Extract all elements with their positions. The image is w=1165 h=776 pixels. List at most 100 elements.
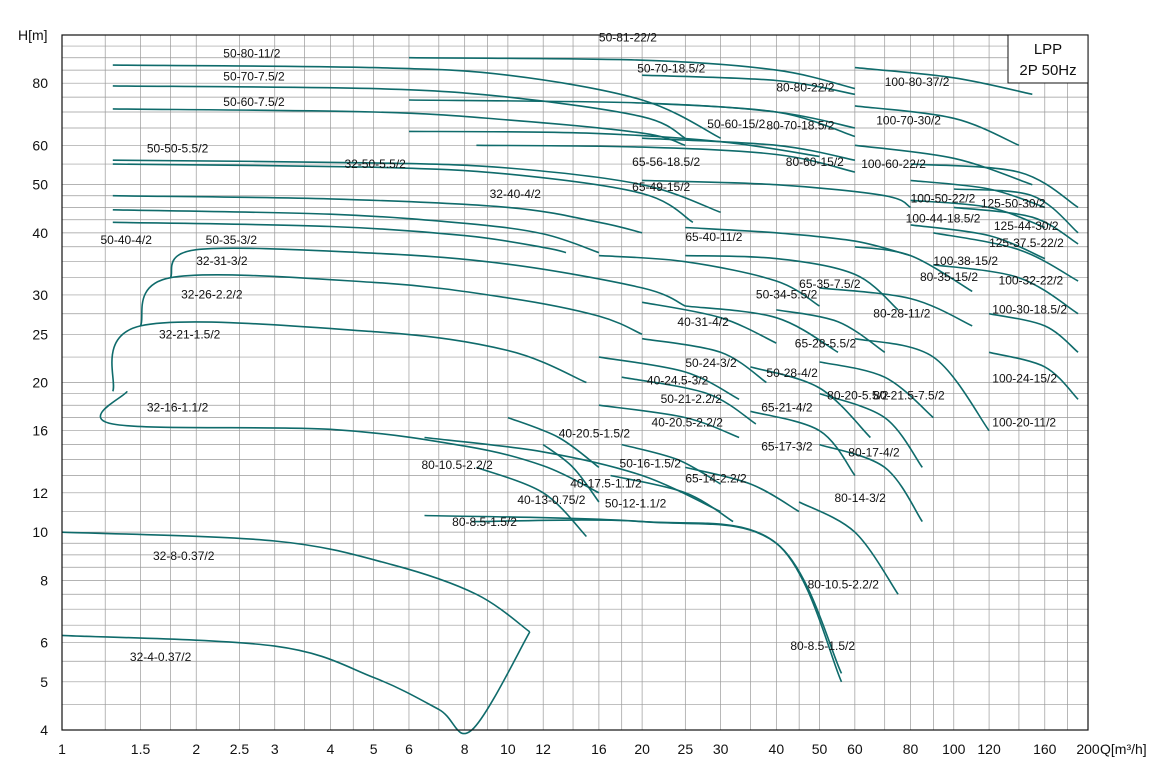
curve-label: 80-14-3/2	[834, 491, 886, 505]
curve-65-40-11-2	[685, 226, 911, 257]
curve-80-60-15-2	[642, 137, 856, 161]
curve-label: 65-56-18.5/2	[632, 155, 700, 169]
curve-label: 125-37.5-22/2	[989, 236, 1064, 250]
curve-label: 50-21-2.2/2	[661, 392, 723, 406]
curve-label: 80-8.5-1.5/2	[790, 639, 855, 653]
curve-50-21-2-2-2	[621, 376, 757, 425]
legend-line-1: LPP	[1034, 41, 1062, 58]
curve-label: 32-21-1.5/2	[159, 328, 221, 342]
curve-label: 80-10.5-2.2/2	[808, 578, 880, 592]
curve-100-24-15-2	[988, 312, 1079, 353]
curve-label: 100-80-37/2	[885, 75, 950, 89]
x-tick-label: 8	[461, 741, 469, 757]
curve-50-12-1-1-2	[610, 474, 734, 523]
y-tick-label: 12	[32, 485, 48, 501]
curve-40-13-0-75-2	[476, 466, 587, 538]
axis-ticks: 1 1.5 2 2.5 3 4 5 6 8 10 12 16 20 25 30 40 50 60 80 100 120 1…	[32, 75, 1099, 757]
grid	[61, 34, 1089, 731]
curve-125-44-30-2	[953, 188, 1079, 234]
curve-100-60-22-2	[854, 144, 1033, 186]
x-tick-label: 20	[634, 741, 650, 757]
curve-label: 50-60-7.5/2	[223, 95, 285, 109]
curve-50-70-7-5-2	[112, 85, 686, 139]
curve-label: 100-70-30/2	[876, 114, 941, 128]
y-tick-label: 80	[32, 75, 48, 91]
curve-label: 100-24-15/2	[992, 372, 1057, 386]
x-tick-label: 25	[678, 741, 694, 757]
curve-label: 125-50-30/2	[981, 196, 1046, 210]
curve-65-21-4-2	[750, 366, 871, 439]
x-tick-label: 4	[327, 741, 335, 757]
x-tick-label: 2	[192, 741, 200, 757]
curve-125-50-30-2	[910, 163, 1079, 209]
curve-label: 80-21.5-7.5/2	[873, 388, 945, 402]
curve-label: 80-20-5.5/2	[827, 388, 889, 402]
curve-80-80-22-2	[642, 74, 856, 96]
curve-label: 50-50-5.5/2	[147, 142, 209, 156]
curve-label: 50-40-4/2	[101, 233, 153, 247]
curve-80-70-18-5-2	[642, 102, 856, 138]
y-tick-label: 16	[32, 423, 48, 439]
curve-label: 40-13-0.75/2	[517, 493, 585, 507]
curve-32-4-0-37-2	[61, 631, 531, 735]
curve-32-26-2-2-2	[139, 274, 643, 336]
x-tick-label: 100	[942, 741, 966, 757]
x-tick-label: 1.5	[131, 741, 151, 757]
x-axis-label: Q[m³/h]	[1100, 741, 1147, 757]
x-tick-label: 80	[903, 741, 919, 757]
curve-50-80-11-2	[112, 64, 721, 139]
curve-label: 40-17.5-1.1/2	[570, 476, 642, 490]
curve-50-50-5-5-2	[112, 159, 721, 214]
curve-label: 65-35-7.5/2	[799, 277, 861, 291]
curve-80-35-15-2	[854, 246, 973, 293]
curve-100-20-11-2	[988, 351, 1079, 400]
curve-label: 100-44-18.5/2	[906, 211, 981, 225]
y-tick-label: 50	[32, 177, 48, 193]
curve-65-56-18-5-2	[476, 144, 856, 173]
curve-label: 80-80-22/2	[776, 80, 834, 94]
curve-100-50-22-2	[910, 179, 1046, 209]
y-tick-label: 8	[40, 572, 48, 588]
curve-50-60-7-5-2	[112, 108, 686, 147]
curve-label: 100-38-15/2	[933, 254, 998, 268]
curve-label: 80-70-18.5/2	[766, 119, 834, 133]
y-tick-label: 5	[40, 674, 48, 690]
curve-label: 50-28-4/2	[766, 366, 818, 380]
y-tick-label: 40	[32, 225, 48, 241]
curve-32-31-3-2	[169, 247, 686, 307]
curve-label: 80-10.5-2.2/2	[421, 458, 493, 472]
curve-80-20-5-5-2	[819, 361, 934, 419]
curve-label: 100-50-22/2	[911, 192, 976, 206]
curve-65-14-2-2-2	[685, 466, 800, 513]
curve-label: 40-31-4/2	[677, 315, 729, 329]
curve-80-28-11-2	[819, 287, 973, 327]
x-tick-label: 30	[713, 741, 729, 757]
curve-label: 65-49-15/2	[632, 180, 690, 194]
y-tick-label: 6	[40, 634, 48, 650]
curve-50-16-1-5-2	[621, 443, 721, 485]
plot-frame	[61, 34, 1089, 731]
curve-label: 100-60-22/2	[861, 157, 926, 171]
curve-label: 80-17-4/2	[848, 445, 900, 459]
curve-80-8-5-1-5-2	[471, 519, 843, 683]
curve-65-28-5-5-2	[776, 309, 886, 353]
curve-label: 50-80-11/2	[223, 47, 280, 61]
y-tick-label: 25	[32, 326, 48, 342]
curve-label: 50-70-18.5/2	[637, 62, 705, 76]
x-tick-label: 10	[500, 741, 516, 757]
curve-125-37-5-22-2	[953, 206, 1079, 245]
legend-frame	[1007, 34, 1089, 84]
x-tick-label: 120	[977, 741, 1001, 757]
curve-label: 50-60-15/2	[707, 117, 765, 131]
curve-50-24-3-2	[641, 337, 767, 384]
pump-curves	[61, 56, 1079, 735]
curve-100-70-30-2	[854, 105, 1020, 147]
curve-label: 65-21-4/2	[761, 400, 813, 414]
curve-100-30-18-5-2	[933, 264, 1079, 315]
curve-32-50-5-5-2	[112, 163, 694, 223]
curve-50-40-4-2	[112, 209, 600, 254]
curve-80-17-4-2	[819, 392, 923, 468]
curve-label: 40-20.5-2.2/2	[652, 416, 724, 430]
curve-100-80-37-2	[854, 66, 1033, 96]
